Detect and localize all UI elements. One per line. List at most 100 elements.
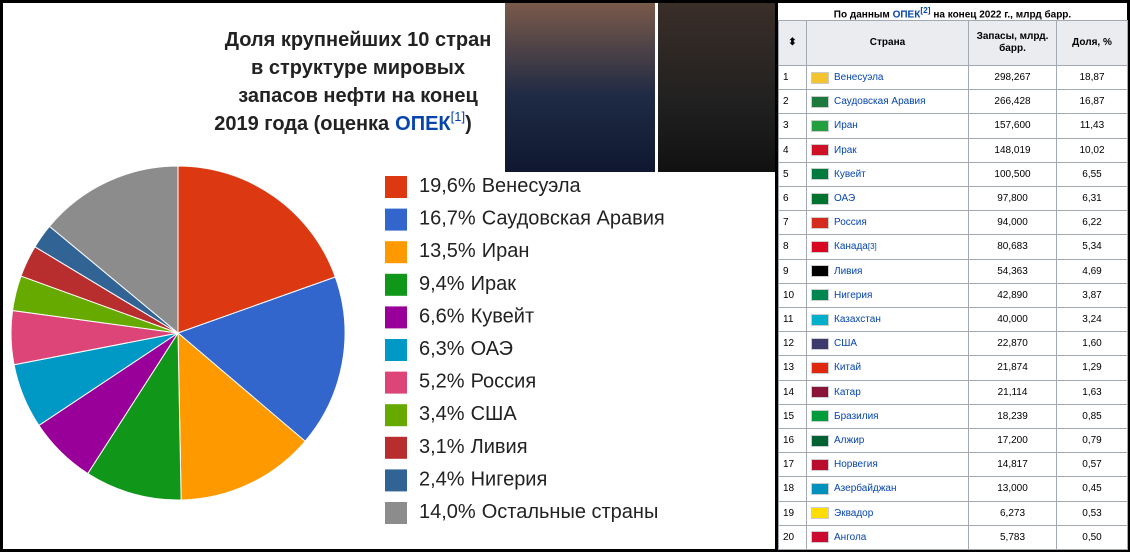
- legend-swatch: [385, 208, 407, 231]
- country-link[interactable]: Казахстан: [834, 314, 881, 326]
- legend: 19,6% Венесуэла 16,7% Саудовская Аравия 13,5…: [385, 175, 665, 524]
- flag: [811, 410, 829, 423]
- reserves-cell: 13,000: [968, 476, 1057, 502]
- title-ref[interactable]: [1]: [451, 109, 465, 124]
- reserves: 298,267: [994, 72, 1031, 84]
- reserves-cell: 6,273: [968, 500, 1057, 526]
- share: 0,79: [1082, 435, 1102, 447]
- country-link[interactable]: Венесуэла: [834, 72, 884, 84]
- country-cell: Катар: [806, 379, 969, 405]
- flag: [811, 507, 829, 520]
- share: 1,29: [1082, 362, 1102, 374]
- country-cell: Саудовская Аравия: [806, 89, 969, 115]
- share-cell: 0,79: [1056, 428, 1128, 454]
- share: 16,87: [1079, 96, 1105, 108]
- share: 4,69: [1082, 265, 1102, 277]
- reserves: 40,000: [997, 314, 1028, 326]
- caption-ref[interactable]: [2]: [920, 5, 931, 15]
- flag: [811, 531, 829, 544]
- sort-header[interactable]: ⬍: [778, 20, 807, 66]
- country-link[interactable]: Иран: [834, 120, 858, 132]
- reserves: 17,200: [997, 435, 1028, 447]
- pie-slice: [177, 165, 336, 334]
- reserves: 266,428: [994, 96, 1031, 108]
- reserves: 22,870: [997, 338, 1028, 350]
- rank: 2: [783, 96, 789, 108]
- country-link[interactable]: ОАЭ: [834, 193, 856, 205]
- country-ref[interactable]: [3]: [867, 242, 877, 252]
- legend-swatch: [385, 339, 407, 361]
- legend-swatch: [385, 469, 407, 492]
- country-link[interactable]: Ангола: [834, 531, 867, 543]
- legend-name: США: [471, 403, 518, 425]
- share-cell: 0,53: [1056, 500, 1128, 526]
- pie-slice: [87, 331, 182, 501]
- country-link[interactable]: Бразилия: [834, 410, 879, 422]
- reserves-cell: 100,500: [968, 161, 1057, 187]
- country-link[interactable]: Нигерия: [834, 289, 873, 301]
- legend-label: 6,3% ОАЭ: [419, 338, 513, 360]
- flag: [811, 168, 829, 181]
- country-link[interactable]: Алжир: [834, 435, 865, 447]
- country-cell: Канада [3]: [806, 234, 969, 260]
- title-line: запасов нефти на конец: [238, 85, 478, 107]
- flag: [811, 144, 829, 157]
- legend-swatch: [385, 273, 407, 296]
- legend-label: 2,4% Нигерия: [419, 469, 547, 491]
- table-caption: По данным ОПЕК[2] на конец 2022 г., млрд…: [778, 5, 1127, 20]
- country-link[interactable]: США: [834, 338, 858, 350]
- country-link[interactable]: Россия: [834, 217, 867, 229]
- rank-cell: 10: [778, 282, 807, 308]
- share-cell: 3,87: [1056, 282, 1128, 308]
- rank: 12: [783, 338, 795, 350]
- country-cell: США: [806, 331, 969, 357]
- reserves: 13,000: [997, 483, 1028, 495]
- country-cell: Эквадор: [806, 500, 969, 526]
- rank-cell: 4: [778, 137, 807, 163]
- flag: [811, 265, 829, 278]
- chart: 19,6% Венесуэла 16,7% Саудовская Аравия 13,5…: [10, 29, 665, 524]
- country-link[interactable]: Катар: [834, 386, 861, 398]
- legend-value: 13,5%: [419, 240, 476, 262]
- share: 6,31: [1082, 193, 1102, 205]
- flag: [811, 240, 829, 253]
- reserves: 5,783: [999, 531, 1026, 543]
- country-link[interactable]: Канада: [834, 241, 868, 253]
- share: 3,87: [1082, 289, 1102, 301]
- flag: [811, 313, 829, 326]
- country-link[interactable]: Кувейт: [834, 168, 866, 180]
- rank: 10: [783, 289, 795, 301]
- rank-cell: 14: [778, 379, 807, 405]
- legend-label: 3,4% США: [419, 403, 517, 425]
- caption-link[interactable]: ОПЕК: [892, 9, 921, 21]
- country-link[interactable]: Азербайджан: [834, 483, 897, 495]
- country-link[interactable]: Эквадор: [834, 507, 874, 519]
- rank-cell: 20: [778, 524, 807, 550]
- reserves: 80,683: [997, 241, 1028, 253]
- legend-name: Ливия: [471, 436, 528, 458]
- rank: 14: [783, 386, 795, 398]
- country-link[interactable]: Ирак: [834, 144, 857, 156]
- country-link[interactable]: Ливия: [834, 265, 863, 277]
- reserves-cell: 148,019: [968, 137, 1057, 163]
- share-cell: 5,34: [1056, 234, 1128, 260]
- reserves-cell: 157,600: [968, 113, 1057, 139]
- country-link[interactable]: Норвегия: [834, 459, 878, 471]
- rank: 11: [783, 314, 794, 326]
- flag: [811, 386, 829, 399]
- legend-label: 14,0% Остальные страны: [419, 501, 658, 523]
- rank-cell: 1: [778, 65, 807, 91]
- rank: 15: [783, 410, 795, 422]
- legend-label: 13,5% Иран: [419, 240, 529, 262]
- title-link[interactable]: ОПЕК: [395, 113, 451, 135]
- country-link[interactable]: Китай: [834, 362, 862, 374]
- share: 18,87: [1079, 72, 1105, 84]
- legend-name: ОАЭ: [471, 338, 513, 360]
- country-cell: Ангола: [806, 524, 969, 550]
- flag: [811, 95, 829, 108]
- caption-text: По данным: [833, 9, 890, 21]
- reserves-cell: 14,817: [968, 452, 1057, 478]
- title-line: Доля крупнейших 10 стран: [225, 29, 492, 51]
- pie-slice: [177, 331, 306, 501]
- country-link[interactable]: Саудовская Аравия: [834, 96, 926, 108]
